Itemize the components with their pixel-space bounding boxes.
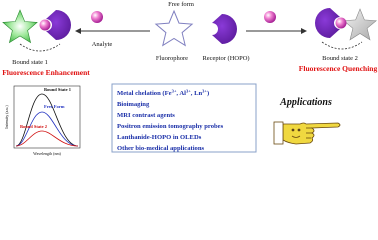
application-item: Positron emission tomography probes bbox=[117, 123, 224, 130]
analyte-sphere bbox=[264, 11, 276, 23]
item-text: Other bio-medical applications bbox=[117, 145, 204, 152]
stars bbox=[2, 8, 377, 47]
bound-state-1: Bound state 1 bbox=[12, 59, 48, 66]
item-text: Bioimaging bbox=[117, 101, 150, 108]
item-text: , Ln bbox=[191, 90, 203, 97]
analyte-sphere bbox=[91, 11, 103, 23]
fluorophore-free bbox=[154, 9, 194, 47]
dashed-arc bbox=[321, 41, 363, 50]
superscript: 3+ bbox=[172, 89, 177, 94]
item-text: , Al bbox=[176, 90, 186, 97]
item-text: Metal chelation (Fe bbox=[117, 90, 172, 97]
item-text: ) bbox=[207, 90, 209, 97]
applications-list: Metal chelation (Fe3+, Al3+, Ln3+)Bioima… bbox=[117, 89, 224, 153]
curve-label: Bound State 2 bbox=[20, 124, 48, 129]
application-item: Metal chelation (Fe3+, Al3+, Ln3+) bbox=[117, 89, 209, 98]
receptor-bound-1 bbox=[46, 10, 71, 40]
fluorescence-enhancement: Fluorescence Enhancement bbox=[2, 68, 90, 77]
curve-label: Free Form bbox=[44, 104, 65, 109]
fluorophore-label: Fluorophore bbox=[156, 55, 188, 62]
x-axis-label: Wavelength (nm) bbox=[33, 151, 61, 156]
pointing-hand bbox=[273, 121, 341, 145]
analyte-sphere bbox=[39, 19, 51, 31]
receptor-free bbox=[212, 14, 237, 44]
applications-title: Applications bbox=[279, 97, 332, 108]
curve-label: Bound State 1 bbox=[44, 87, 72, 92]
fluorescence-quenching: Fluorescence Quenching bbox=[299, 64, 378, 73]
item-text: Positron emission tomography probes bbox=[117, 123, 224, 130]
fluorophore-bound-1 bbox=[2, 9, 38, 44]
superscript: 3+ bbox=[186, 89, 191, 94]
applications-box bbox=[111, 83, 257, 153]
dashed-arc bbox=[19, 43, 61, 52]
item-text: MRI contrast agents bbox=[117, 112, 175, 119]
bound-state-2: Bound state 2 bbox=[322, 55, 358, 62]
application-item: Bioimaging bbox=[117, 101, 150, 108]
receptor-bound-2 bbox=[315, 8, 340, 38]
analyte-sphere bbox=[335, 17, 347, 29]
superscript: 3+ bbox=[202, 89, 207, 94]
y-axis-label: Intensity (a.u.) bbox=[4, 105, 9, 129]
graphical-abstract: Free form Analyte Fluorophore Receptor (… bbox=[2, 1, 378, 156]
fluorophore-bound-2 bbox=[343, 8, 377, 41]
spectra-plot: Bound State 1 Free Form Bound State 2 Wa… bbox=[4, 85, 81, 156]
receptor-label: Receptor (HOPO) bbox=[202, 55, 249, 62]
application-item: MRI contrast agents bbox=[117, 112, 175, 119]
analyte-label: Analyte bbox=[92, 41, 113, 48]
application-item: Other bio-medical applications bbox=[117, 145, 204, 152]
free-form: Free form bbox=[168, 1, 194, 8]
application-item: Lanthanide-HOPO in OLEDs bbox=[117, 134, 202, 141]
item-text: Lanthanide-HOPO in OLEDs bbox=[117, 134, 202, 141]
